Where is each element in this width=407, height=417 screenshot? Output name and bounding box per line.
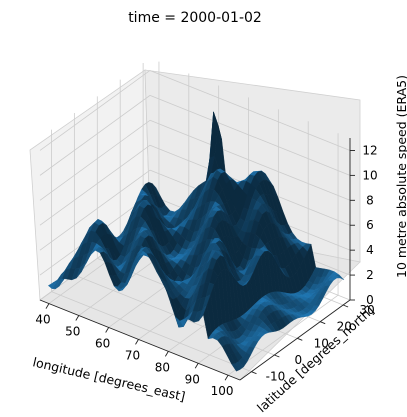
z-tick-label: 8 <box>366 193 374 207</box>
z-grid-line <box>39 70 151 151</box>
x-tick-label: 50 <box>65 325 80 339</box>
y-tick-label: 10 <box>314 336 329 350</box>
y-tick-label: 0 <box>295 353 303 367</box>
z-grid-line <box>149 95 351 176</box>
x-tick <box>75 315 80 321</box>
y-tick-label: 20 <box>337 320 352 334</box>
z-tick-label: 0 <box>366 293 374 307</box>
y-tick <box>342 304 349 308</box>
x-tick <box>194 363 199 369</box>
z-grid-line <box>149 70 351 151</box>
x-tick <box>164 351 169 357</box>
z-grid-line <box>39 144 151 226</box>
z-grid-line <box>39 119 151 201</box>
z-tick-label: 6 <box>366 218 374 232</box>
x-tick-label: 70 <box>125 348 140 362</box>
y-tick <box>274 354 280 358</box>
y-tick-label: 30 <box>359 303 374 317</box>
z-tick-label: 4 <box>366 243 374 257</box>
y-tick <box>251 371 257 375</box>
y-tick-label: -10 <box>266 370 286 384</box>
x-tick <box>135 339 139 345</box>
z-tick-label: 10 <box>362 168 377 182</box>
z-grid-line <box>149 119 351 201</box>
x-tick-label: 100 <box>211 384 234 398</box>
y-tick <box>297 337 303 341</box>
z-grid-line <box>39 95 151 176</box>
chart-title: time = 2000-01-02 <box>128 10 262 26</box>
wind-speed-surface <box>47 111 345 372</box>
x-tick <box>105 327 110 333</box>
y-axis-line <box>239 299 351 381</box>
surface-patch <box>231 363 241 372</box>
z-grid-line <box>39 169 151 251</box>
x-tick-label: 60 <box>95 336 110 350</box>
z-tick-label: 12 <box>362 143 377 157</box>
z-tick-label: 2 <box>366 268 374 282</box>
x-tick-label: 90 <box>185 372 200 386</box>
x-tick-label: 40 <box>35 313 50 327</box>
y-grid-line <box>51 291 252 373</box>
z-axis-label: 10 metre absolute speed (ERA5) <box>394 75 407 278</box>
x-tick <box>224 374 229 381</box>
x-axis-line <box>39 299 241 381</box>
x-tick-label: 80 <box>155 360 170 374</box>
y-tick <box>320 321 326 325</box>
x-tick <box>45 303 50 309</box>
